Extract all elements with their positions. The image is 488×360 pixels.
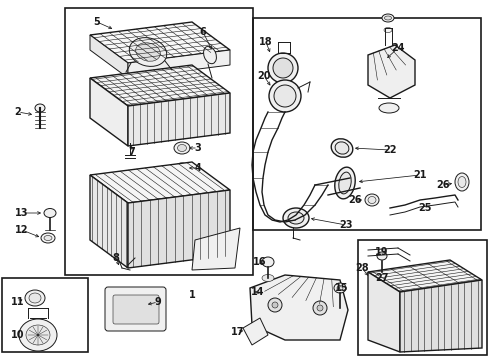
Ellipse shape (454, 173, 468, 191)
Ellipse shape (35, 104, 45, 112)
Ellipse shape (262, 257, 273, 267)
Ellipse shape (338, 172, 350, 194)
Text: 14: 14 (251, 287, 264, 297)
Circle shape (271, 302, 278, 308)
Ellipse shape (177, 144, 186, 152)
Bar (357, 240, 486, 355)
Text: 17: 17 (231, 327, 244, 337)
Polygon shape (128, 190, 229, 268)
Polygon shape (90, 65, 229, 106)
Text: 19: 19 (374, 247, 388, 257)
Ellipse shape (29, 293, 41, 303)
Text: 24: 24 (390, 43, 404, 53)
Polygon shape (367, 45, 414, 98)
Ellipse shape (272, 58, 292, 78)
Text: 23: 23 (339, 220, 352, 230)
Ellipse shape (378, 103, 398, 113)
Ellipse shape (136, 43, 160, 61)
Text: 1: 1 (188, 290, 195, 300)
Circle shape (267, 298, 282, 312)
Ellipse shape (44, 208, 56, 217)
Polygon shape (128, 50, 229, 78)
Text: 16: 16 (253, 257, 266, 267)
Text: 25: 25 (417, 203, 431, 213)
Ellipse shape (330, 139, 352, 157)
Ellipse shape (175, 163, 189, 173)
Ellipse shape (457, 176, 465, 188)
Ellipse shape (178, 165, 185, 171)
Text: 22: 22 (383, 145, 396, 155)
Ellipse shape (334, 142, 348, 154)
Polygon shape (90, 35, 128, 78)
Ellipse shape (273, 85, 295, 107)
Ellipse shape (174, 142, 190, 154)
Ellipse shape (26, 325, 50, 345)
Polygon shape (399, 280, 481, 352)
Polygon shape (249, 275, 347, 340)
Polygon shape (367, 260, 481, 292)
Ellipse shape (364, 194, 378, 206)
Polygon shape (90, 162, 229, 203)
Circle shape (312, 301, 326, 315)
Ellipse shape (129, 37, 166, 66)
Circle shape (316, 305, 323, 311)
Text: 15: 15 (335, 283, 348, 293)
Polygon shape (128, 93, 229, 146)
Ellipse shape (203, 46, 216, 64)
Ellipse shape (283, 208, 308, 228)
Ellipse shape (25, 290, 45, 306)
Polygon shape (90, 78, 128, 146)
Ellipse shape (44, 235, 52, 240)
Ellipse shape (268, 80, 301, 112)
Ellipse shape (333, 283, 346, 293)
Ellipse shape (267, 53, 297, 83)
FancyBboxPatch shape (113, 295, 159, 324)
Text: 10: 10 (11, 330, 25, 340)
Ellipse shape (376, 252, 386, 260)
Ellipse shape (384, 16, 391, 20)
Polygon shape (367, 272, 399, 352)
Polygon shape (90, 22, 229, 63)
Polygon shape (192, 228, 240, 270)
Text: 20: 20 (257, 71, 270, 81)
Text: 7: 7 (128, 147, 135, 157)
Text: 18: 18 (259, 37, 272, 47)
Ellipse shape (381, 14, 393, 22)
Text: 28: 28 (354, 263, 368, 273)
Bar (2, 278, 88, 352)
Text: 13: 13 (15, 208, 29, 218)
Ellipse shape (376, 271, 386, 279)
Ellipse shape (19, 319, 57, 351)
Polygon shape (243, 318, 267, 345)
Text: 12: 12 (15, 225, 29, 235)
Ellipse shape (262, 274, 273, 282)
Ellipse shape (334, 167, 354, 199)
Text: 21: 21 (412, 170, 426, 180)
Text: 11: 11 (11, 297, 25, 307)
Text: 5: 5 (93, 17, 100, 27)
Text: 8: 8 (112, 253, 119, 263)
Text: 6: 6 (199, 27, 206, 37)
Text: 4: 4 (194, 163, 201, 173)
Text: 26: 26 (347, 195, 361, 205)
Ellipse shape (41, 233, 55, 243)
Text: 26: 26 (435, 180, 449, 190)
Text: 9: 9 (154, 297, 161, 307)
FancyBboxPatch shape (105, 287, 165, 331)
Ellipse shape (336, 285, 342, 291)
Text: 27: 27 (374, 273, 388, 283)
Polygon shape (90, 175, 128, 268)
Bar (252, 18, 480, 230)
Ellipse shape (367, 197, 375, 203)
Text: 3: 3 (194, 143, 201, 153)
Ellipse shape (383, 27, 391, 32)
Text: 2: 2 (15, 107, 21, 117)
Ellipse shape (287, 212, 304, 224)
Bar (65, 8, 252, 275)
